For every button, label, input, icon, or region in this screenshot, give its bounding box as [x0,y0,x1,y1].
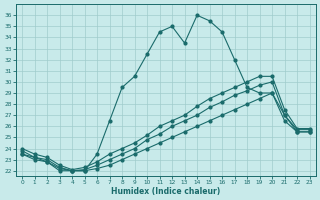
X-axis label: Humidex (Indice chaleur): Humidex (Indice chaleur) [111,187,220,196]
